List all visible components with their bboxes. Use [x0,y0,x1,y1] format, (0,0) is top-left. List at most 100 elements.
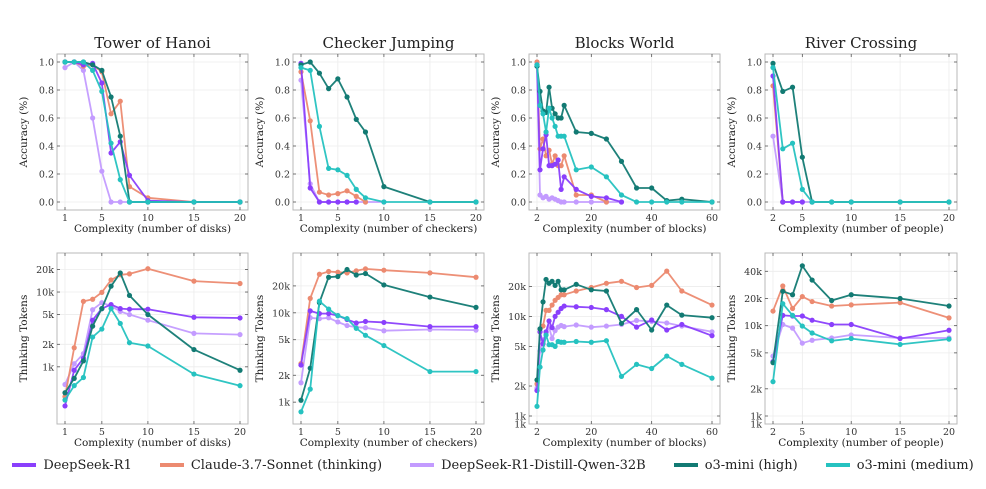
data-point [573,338,579,345]
data-point [573,281,579,287]
series-deepseek-r1-distill-qwen-32b [62,59,243,205]
data-point [90,296,96,302]
data-point [353,272,359,278]
data-point [108,306,114,312]
data-point [353,320,359,326]
data-point [603,199,609,205]
data-point [799,199,805,205]
data-point [679,199,685,205]
data-point [789,140,796,146]
x-tick-label: 20 [470,213,482,224]
data-point [307,67,313,73]
series-o3-mini-high [62,59,243,205]
data-point [335,199,341,205]
data-point [540,111,546,117]
x-tick-label: 15 [188,213,200,224]
x-tick-label: 2 [534,427,540,438]
data-point [353,186,359,192]
data-point [588,339,594,345]
data-point [588,164,594,170]
x-tick-label: 5 [799,213,805,224]
data-point [80,59,87,65]
data-point [549,115,555,121]
data-point [80,358,87,364]
data-point [62,390,68,396]
data-point [316,271,323,277]
panel-title: Tower of Hanoi [94,34,211,52]
x-tick-label: 10 [845,427,857,438]
data-point [799,340,805,346]
data-point [809,277,815,283]
series-o3-mini-medium [534,62,715,205]
data-point [588,199,594,205]
x-tick-label: 20 [470,427,482,438]
data-point [90,307,96,313]
data-point [126,340,133,346]
data-point [90,317,96,323]
x-tick-label: 60 [706,213,718,224]
y-tick-label: 0.0 [275,198,290,209]
series-line [536,334,713,407]
data-point [117,177,123,183]
data-point [558,163,564,169]
panel-accuracy-2: 2 20 40 60 0.0 0.2 0.4 0.6 0.8 1.0 Blocks World Com… [490,34,721,235]
x-tick-label: 20 [234,427,246,438]
y-tick-label: 2k [42,340,54,351]
data-point [117,306,123,312]
y-axis-label: Thinking Tokens [254,295,266,383]
data-point [664,320,670,326]
data-point [90,62,96,68]
x-tick-label: 5 [335,213,341,224]
data-point [679,312,685,318]
data-point [71,59,77,65]
y-tick-label: 2k [750,384,762,395]
y-tick-label: 10k [36,288,54,299]
data-point [99,168,105,174]
data-point [588,287,594,293]
data-point [381,184,387,190]
data-point [789,312,796,318]
x-tick-label: 15 [894,213,906,224]
data-point [709,329,715,335]
data-point [588,130,594,136]
data-point [126,199,133,205]
series-deepseek-r1 [298,60,359,205]
x-tick-label: 5 [799,427,805,438]
data-point [473,274,479,280]
data-point [848,335,854,342]
data-point [191,346,197,353]
legend: DeepSeek-R1 Claude-3.7-Sonnet (thinking)… [0,452,986,478]
data-point [829,297,835,304]
x-axis-label: Complexity (number of blocks) [543,437,707,449]
series-claude-3-7-sonnet-thinking [62,59,243,205]
data-point [237,315,243,321]
data-point [326,315,332,321]
data-point [603,288,609,294]
data-point [145,266,151,272]
data-point [552,282,558,288]
x-tick-label: 15 [894,427,906,438]
data-point [561,303,567,309]
data-point [897,199,903,205]
x-tick-label: 5 [99,427,105,438]
y-tick-label: 2k [514,382,526,393]
data-point [353,199,359,205]
panel-title: Blocks World [575,34,675,52]
data-point [126,311,133,318]
series-deepseek-r1-distill-qwen-32b [534,317,715,391]
data-point [344,316,350,322]
data-point [780,146,786,152]
data-point [145,317,151,323]
x-tick-label: 10 [142,213,154,224]
data-point [335,76,341,82]
data-point [573,186,579,192]
data-point [71,383,77,389]
y-tick-label: 0.6 [747,114,762,125]
data-point [549,335,555,342]
data-point [561,292,567,298]
data-point [540,347,546,353]
x-tick-label: 10 [378,213,390,224]
y-tick-label: 0.8 [275,86,290,97]
data-point [543,332,549,338]
